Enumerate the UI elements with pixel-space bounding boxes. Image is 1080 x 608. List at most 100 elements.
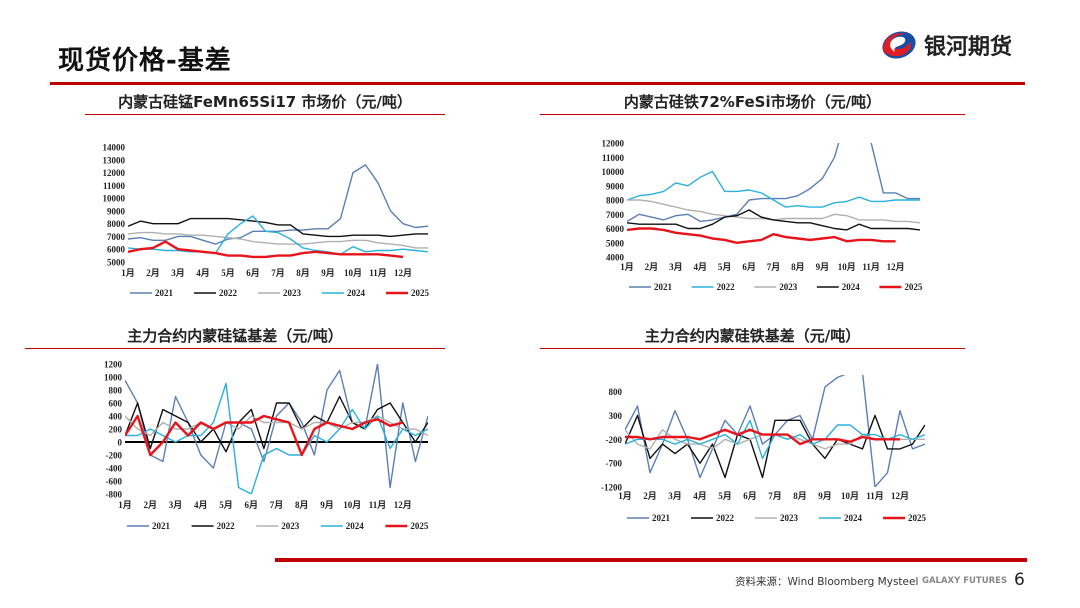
series-line-2022 — [627, 170, 920, 208]
y-tick-label: 400 — [109, 412, 123, 422]
legend-label: 2022 — [219, 288, 238, 298]
x-tick-label: 1月 — [121, 268, 135, 278]
x-tick-label: 1月 — [620, 262, 634, 272]
x-tick-label: 9月 — [320, 500, 334, 510]
x-tick-label: 9月 — [321, 268, 335, 278]
y-tick-label: 1000 — [104, 373, 123, 383]
x-tick-label: 4月 — [194, 500, 208, 510]
legend-label: 2022 — [217, 521, 236, 531]
x-tick-label: 3月 — [668, 491, 682, 501]
x-tick-label: 6月 — [743, 491, 757, 501]
legend-label: 2025 — [908, 513, 927, 523]
series-line-2021 — [128, 164, 428, 245]
x-tick-label: 12月 — [394, 500, 412, 510]
x-tick-label: 12月 — [887, 262, 905, 272]
x-tick-label: 11月 — [369, 268, 387, 278]
legend-label: 2024 — [842, 282, 861, 292]
x-tick-label: 5月 — [219, 500, 233, 510]
y-tick-label: 10000 — [103, 194, 126, 204]
x-tick-label: 2月 — [645, 262, 659, 272]
x-tick-label: 7月 — [767, 262, 781, 272]
series-line-2021 — [125, 364, 428, 489]
series-line-2025 — [125, 414, 404, 457]
legend-label: 2025 — [411, 288, 430, 298]
x-tick-label: 4月 — [693, 491, 707, 501]
y-tick-label: -1200 — [601, 483, 622, 493]
x-tick-label: 8月 — [791, 262, 805, 272]
x-tick-label: 7月 — [768, 491, 782, 501]
series-line-2025 — [128, 240, 404, 259]
x-tick-label: 10月 — [841, 491, 859, 501]
x-tick-label: 2月 — [146, 268, 160, 278]
legend-label: 2021 — [654, 282, 673, 292]
chart-title-underline — [25, 348, 445, 349]
series-line-2024 — [128, 215, 428, 255]
page-number: 6 — [1014, 570, 1025, 590]
x-tick-label: 9月 — [816, 262, 830, 272]
y-tick-label: 7000 — [107, 232, 126, 242]
legend-label: 2025 — [410, 521, 429, 531]
x-tick-label: 6月 — [246, 268, 260, 278]
y-tick-label: 9000 — [107, 206, 126, 216]
x-tick-label: 10月 — [344, 268, 362, 278]
series-line-2025 — [625, 428, 900, 446]
x-tick-label: 8月 — [793, 491, 807, 501]
footer-divider — [275, 558, 1027, 562]
chart-title-femn-basis: 主力合约内蒙硅锰基差（元/吨） — [127, 327, 343, 345]
x-tick-label: 10月 — [838, 262, 856, 272]
y-tick-label: -700 — [606, 459, 623, 469]
logo-text: 银河期货 — [924, 35, 1013, 60]
x-tick-label: 6月 — [742, 262, 756, 272]
y-tick-label: 300 — [609, 411, 623, 421]
legend-label: 2025 — [904, 282, 923, 292]
x-tick-label: 10月 — [343, 500, 361, 510]
y-tick-label: 1200 — [104, 360, 123, 370]
chart-title-fesi-price: 内蒙古硅铁72%FeSi市场价（元/吨） — [623, 93, 882, 111]
x-tick-label: 7月 — [271, 268, 285, 278]
x-tick-label: 12月 — [394, 268, 412, 278]
x-tick-label: 8月 — [296, 268, 310, 278]
y-tick-label: 600 — [109, 399, 123, 409]
series-line-2021 — [627, 143, 920, 223]
legend-label: 2024 — [346, 521, 365, 531]
series-line-2022 — [125, 395, 428, 453]
series-line-2024 — [125, 382, 428, 494]
y-tick-label: 0 — [118, 438, 123, 448]
chart-2: -800 -600 -400 -200 0 200 400 600 800 1000 1200 1月 2… — [104, 360, 429, 532]
x-tick-label: 6月 — [244, 500, 258, 510]
x-tick-label: 8月 — [295, 500, 309, 510]
footer-brand: GALAXY FUTURES — [922, 576, 1008, 586]
galaxy-logo-icon — [882, 31, 916, 59]
chart-title-underline — [540, 348, 965, 349]
y-tick-label: -200 — [106, 451, 123, 461]
legend-label: 2023 — [281, 521, 300, 531]
x-tick-label: 5月 — [718, 262, 732, 272]
chart-0: 5000 6000 7000 8000 9000 10000 11000 12000 13000… — [103, 143, 430, 299]
y-tick-label: 6000 — [107, 245, 126, 255]
x-tick-label: 3月 — [169, 500, 183, 510]
legend-label: 2021 — [652, 513, 671, 523]
y-tick-label: 9000 — [606, 181, 625, 191]
legend-label: 2021 — [152, 521, 171, 531]
y-tick-label: 800 — [109, 386, 123, 396]
chart-title-fesi-basis: 主力合约内蒙硅铁基差（元/吨） — [644, 327, 861, 345]
chart-title-femn-price: 内蒙古硅锰FeMn65Si17 市场价（元/吨） — [118, 93, 412, 111]
chart-title-underline — [85, 114, 445, 115]
x-tick-label: 12月 — [891, 491, 909, 501]
x-tick-label: 9月 — [818, 491, 832, 501]
y-tick-label: 5000 — [606, 238, 625, 248]
page-title: 现货价格-基差 — [58, 46, 232, 76]
y-tick-label: 6000 — [606, 224, 625, 234]
x-tick-label: 5月 — [221, 268, 235, 278]
legend-label: 2023 — [780, 513, 799, 523]
y-tick-label: -800 — [106, 490, 123, 500]
series-line-2024 — [627, 209, 920, 231]
x-tick-label: 3月 — [171, 268, 185, 278]
series-line-2022 — [128, 217, 428, 238]
legend-label: 2023 — [283, 288, 302, 298]
chart-1: 4000 5000 6000 7000 8000 9000 10000 11000 12000 1… — [602, 139, 923, 293]
legend-label: 2024 — [347, 288, 366, 298]
x-tick-label: 3月 — [669, 262, 683, 272]
x-tick-label: 11月 — [862, 262, 880, 272]
